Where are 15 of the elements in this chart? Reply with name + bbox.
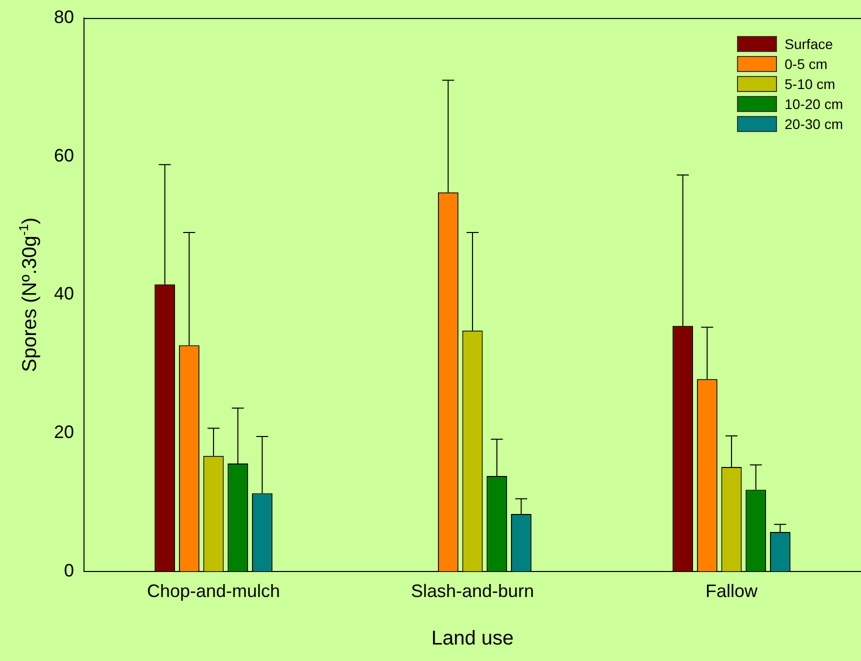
legend-label: 5-10 cm bbox=[784, 76, 836, 92]
y-tick-label: 60 bbox=[54, 145, 74, 166]
x-tick-label: Slash-and-burn bbox=[410, 581, 534, 602]
legend-label: 20-30 cm bbox=[784, 116, 843, 132]
legend-label: Surface bbox=[784, 36, 833, 52]
y-tick-label: 80 bbox=[54, 6, 74, 27]
y-tick-label: 0 bbox=[64, 560, 74, 580]
y-tick-label: 40 bbox=[54, 284, 74, 304]
legend-label: 10-20 cm bbox=[784, 96, 843, 112]
y-tick-label: 20 bbox=[54, 422, 74, 442]
x-tick-label: Fallow bbox=[705, 581, 759, 602]
x-axis-title: Land use bbox=[431, 628, 514, 650]
y-axis-title: Spores (Nº.30g-1) bbox=[16, 217, 41, 372]
x-tick-label: Chop-and-mulch bbox=[146, 581, 280, 602]
legend-label: 0-5 cm bbox=[784, 56, 828, 72]
